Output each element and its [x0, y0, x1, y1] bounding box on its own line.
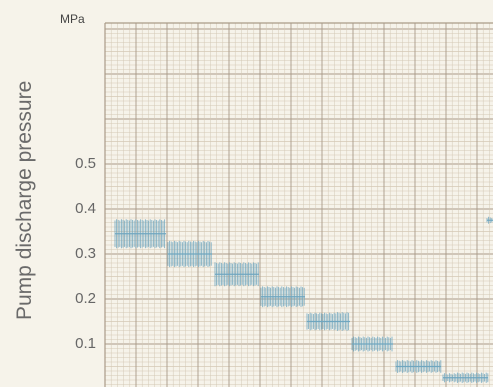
y-tick-0.4: 0.4 [75, 200, 96, 217]
y-tick-0.2: 0.2 [75, 290, 96, 307]
y-tick-0.1: 0.1 [75, 335, 96, 352]
y-tick-0.5: 0.5 [75, 155, 96, 172]
y-tick-0.3: 0.3 [75, 245, 96, 262]
plot-area [105, 23, 493, 387]
trace-segment [260, 286, 305, 308]
y-axis-unit: MPa [60, 12, 85, 26]
